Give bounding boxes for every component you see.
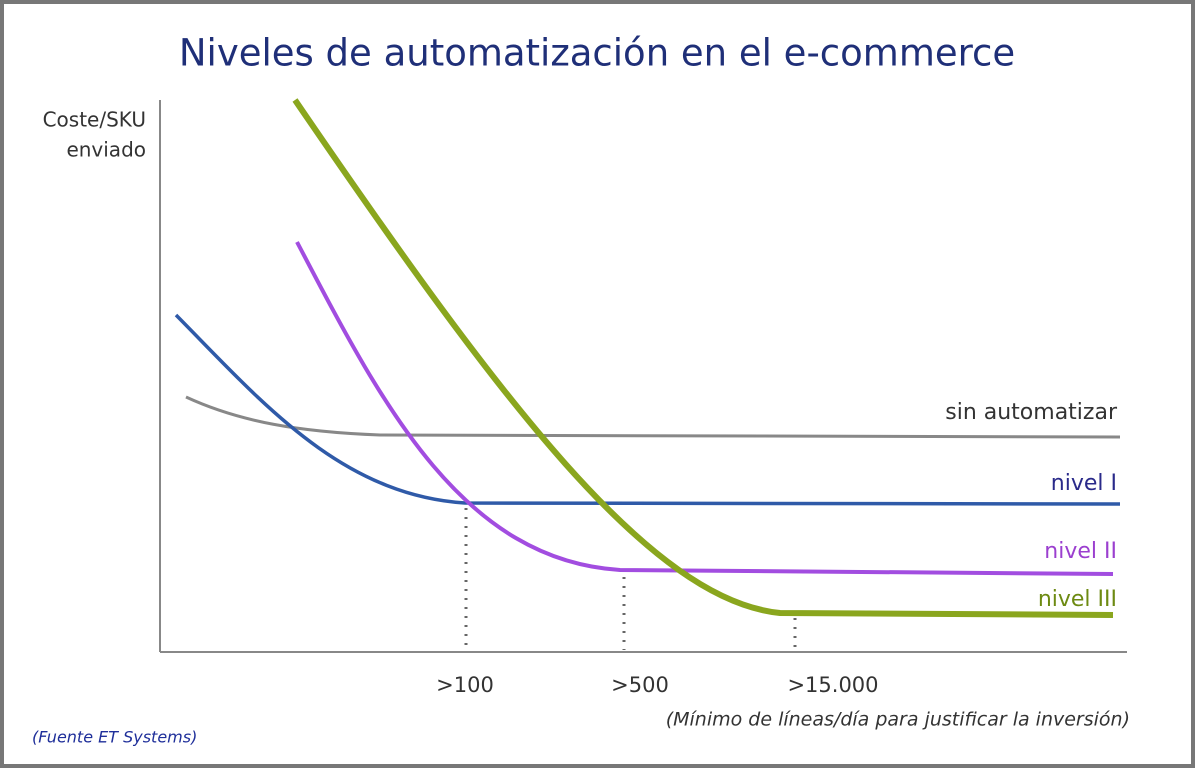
y-axis-label: enviado xyxy=(66,138,146,162)
series-label: nivel III xyxy=(1038,587,1117,612)
curve-nivel-2 xyxy=(295,241,1114,576)
x-tick-label: >15.000 xyxy=(787,673,878,697)
curve-nivel-3 xyxy=(292,98,1114,618)
x-tick-label: >500 xyxy=(611,673,669,697)
series-label: nivel I xyxy=(1051,471,1117,496)
chart-title: Niveles de automatización en el e-commer… xyxy=(179,32,1015,75)
source: (Fuente ET Systems) xyxy=(32,728,197,747)
y-axis-label: Coste/SKU xyxy=(43,108,146,132)
x-axis-label: (Mínimo de líneas/día para justificar la… xyxy=(666,709,1130,731)
curve-sin-automatizar xyxy=(185,395,1121,439)
x-tick-label: >100 xyxy=(436,673,494,697)
guides xyxy=(464,508,797,650)
curve-nivel-1 xyxy=(174,313,1121,506)
series-label: nivel II xyxy=(1044,539,1117,564)
series-label: sin automatizar xyxy=(945,400,1118,425)
